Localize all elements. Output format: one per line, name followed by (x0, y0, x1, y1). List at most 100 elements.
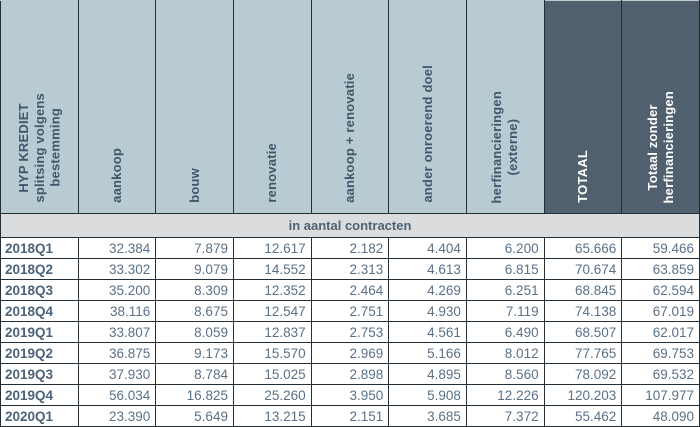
table-cell: 5.908 (388, 384, 467, 406)
table-cell: 70.674 (543, 258, 623, 280)
table-row-2019q3: 2019Q3 37.930 8.784 15.025 2.898 4.895 8… (0, 363, 700, 385)
table-row-2020q1: 2020Q1 23.390 5.649 13.215 2.151 3.685 7… (0, 405, 700, 427)
table-cell: 33.302 (77, 258, 157, 280)
table-cell: 63.859 (621, 258, 700, 280)
table-cell: 62.017 (621, 321, 700, 343)
table-body: in aantal contracten 2018Q1 32.384 7.879… (0, 213, 700, 427)
table-cell: 65.666 (543, 237, 623, 259)
table-cell: 69.532 (621, 363, 700, 385)
table-cell: 74.138 (543, 300, 623, 322)
row-label: 2019Q4 (0, 384, 79, 406)
table-cell: 62.594 (621, 279, 700, 301)
column-header-label: aankoop + renovatie (342, 73, 358, 203)
table-cell: 36.875 (77, 342, 157, 364)
table-cell: 4.930 (388, 300, 467, 322)
table-cell: 59.466 (621, 237, 700, 259)
table-cell: 13.215 (232, 405, 312, 427)
column-header-totaal: TOTAAL (543, 0, 623, 214)
table-cell: 12.837 (232, 321, 312, 343)
row-label: 2020Q1 (0, 405, 79, 427)
table-cell: 8.560 (465, 363, 545, 385)
column-header-label: aankoop (109, 148, 125, 203)
table-row-2019q1: 2019Q1 33.807 8.059 12.837 2.753 4.561 6… (0, 321, 700, 343)
table-cell: 68.507 (543, 321, 623, 343)
column-header-label: ander onroerend doel (419, 65, 435, 203)
table-cell: 4.269 (388, 279, 467, 301)
corner-header: HYP KREDIET splitsing volgens bestemming (0, 0, 79, 214)
table-cell: 5.649 (155, 405, 234, 427)
table-cell: 7.879 (155, 237, 234, 259)
table-cell: 8.309 (155, 279, 234, 301)
table-cell: 35.200 (77, 279, 157, 301)
table-cell: 14.552 (232, 258, 312, 280)
column-header-label: bouw (186, 168, 202, 203)
table-cell: 8.784 (155, 363, 234, 385)
column-header-aankoop-renovatie: aankoop + renovatie (310, 0, 390, 214)
corner-header-label: HYP KREDIET splitsing volgens bestemming (15, 93, 63, 203)
table-cell: 25.260 (232, 384, 312, 406)
table-cell: 55.462 (543, 405, 623, 427)
column-header-label: Totaal zonder herfinancieringen (644, 90, 676, 203)
row-label: 2018Q2 (0, 258, 79, 280)
column-header-bouw: bouw (155, 0, 234, 214)
table-cell: 7.119 (465, 300, 545, 322)
table-cell: 4.613 (388, 258, 467, 280)
table-cell: 4.895 (388, 363, 467, 385)
row-label: 2018Q3 (0, 279, 79, 301)
table-cell: 2.151 (310, 405, 390, 427)
table-cell: 2.313 (310, 258, 390, 280)
row-label: 2019Q3 (0, 363, 79, 385)
table-cell: 8.012 (465, 342, 545, 364)
table-cell: 12.352 (232, 279, 312, 301)
column-header-renovatie: renovatie (232, 0, 312, 214)
table-row-2019q4: 2019Q4 56.034 16.825 25.260 3.950 5.908 … (0, 384, 700, 406)
table-cell: 6.815 (465, 258, 545, 280)
row-label: 2018Q1 (0, 237, 79, 259)
column-header-label: herfinancieringen (externe) (489, 90, 521, 203)
table-cell: 6.490 (465, 321, 545, 343)
row-label: 2019Q2 (0, 342, 79, 364)
table-cell: 5.166 (388, 342, 467, 364)
section-band-label: in aantal contracten (0, 213, 700, 238)
table-cell: 2.969 (310, 342, 390, 364)
table-cell: 15.025 (232, 363, 312, 385)
table-cell: 2.753 (310, 321, 390, 343)
table-cell: 16.825 (155, 384, 234, 406)
section-band-row: in aantal contracten (0, 213, 700, 238)
table-cell: 2.182 (310, 237, 390, 259)
table-row-2019q2: 2019Q2 36.875 9.173 15.570 2.969 5.166 8… (0, 342, 700, 364)
row-label: 2019Q1 (0, 321, 79, 343)
table-cell: 7.372 (465, 405, 545, 427)
table-cell: 8.675 (155, 300, 234, 322)
column-header-herfinancieringen: herfinancieringen (externe) (465, 0, 545, 214)
table-cell: 2.464 (310, 279, 390, 301)
table-cell: 32.384 (77, 237, 157, 259)
table-row-2018q2: 2018Q2 33.302 9.079 14.552 2.313 4.613 6… (0, 258, 700, 280)
table-cell: 69.753 (621, 342, 700, 364)
header-row: HYP KREDIET splitsing volgens bestemming… (0, 0, 700, 214)
column-header-totaal-zonder: Totaal zonder herfinancieringen (621, 0, 700, 214)
table-cell: 4.404 (388, 237, 467, 259)
table-cell: 107.977 (621, 384, 700, 406)
table-cell: 12.617 (232, 237, 312, 259)
table-cell: 37.930 (77, 363, 157, 385)
table-cell: 3.950 (310, 384, 390, 406)
table-cell: 48.090 (621, 405, 700, 427)
table-cell: 4.561 (388, 321, 467, 343)
table-cell: 8.059 (155, 321, 234, 343)
column-header-ander-onroerend-doel: ander onroerend doel (388, 0, 467, 214)
table-cell: 68.845 (543, 279, 623, 301)
table-header: HYP KREDIET splitsing volgens bestemming… (0, 0, 700, 214)
table-cell: 67.019 (621, 300, 700, 322)
table-cell: 78.092 (543, 363, 623, 385)
table-cell: 23.390 (77, 405, 157, 427)
table-cell: 2.898 (310, 363, 390, 385)
column-header-label: TOTAAL (574, 150, 590, 203)
table-cell: 9.173 (155, 342, 234, 364)
column-header-aankoop: aankoop (77, 0, 157, 214)
table-cell: 33.807 (77, 321, 157, 343)
table-row-2018q3: 2018Q3 35.200 8.309 12.352 2.464 4.269 6… (0, 279, 700, 301)
table-cell: 77.765 (543, 342, 623, 364)
table-cell: 120.203 (543, 384, 623, 406)
